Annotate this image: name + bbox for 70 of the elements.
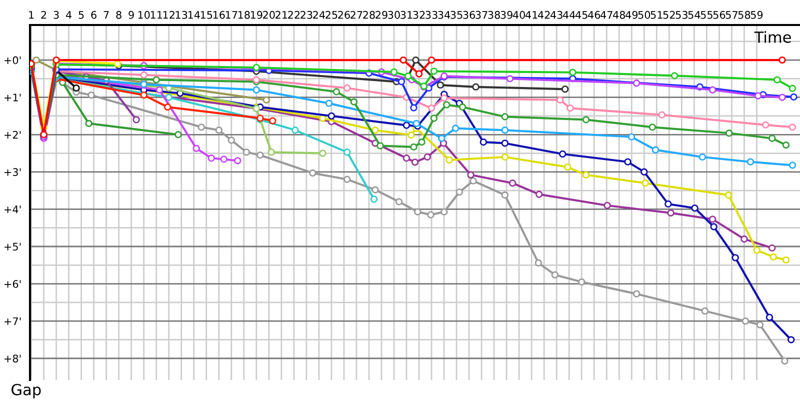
x-tick-label: 3 <box>54 10 59 19</box>
x-tick-label: 45 <box>575 11 588 19</box>
y-tick-label: +4' <box>4 206 21 214</box>
x-tick-label: 52 <box>663 10 675 19</box>
x-tick-label: 38 <box>488 10 500 19</box>
x-tick-label: 55 <box>700 11 712 19</box>
x-tick-label: 19 <box>250 10 262 19</box>
x-tick-label: 24 <box>313 10 325 19</box>
x-tick-label: 23 <box>300 10 312 19</box>
x-tick-label: 34 <box>438 10 450 19</box>
x-tick-label: 7 <box>104 11 109 19</box>
x-tick-label: 1 <box>29 11 34 19</box>
x-tick-label: 30 <box>388 10 400 19</box>
x-axis-title: Time <box>754 31 791 43</box>
x-tick-label: 56 <box>713 10 726 19</box>
x-tick-label: 53 <box>676 10 688 19</box>
x-tick-label: 49 <box>626 10 638 19</box>
x-tick-label: 42 <box>538 10 550 19</box>
x-tick-label: 14 <box>188 11 200 19</box>
x-tick-label: 27 <box>350 10 362 19</box>
y-tick-label: +7' <box>4 317 21 326</box>
x-tick-label: 13 <box>176 10 188 19</box>
x-tick-label: 50 <box>638 10 650 19</box>
x-tick-label: 44 <box>562 11 576 19</box>
x-tick-label: 51 <box>650 11 662 19</box>
y-tick-label: +2' <box>4 130 21 139</box>
y-tick-label: +5' <box>4 242 21 251</box>
y-tick-label: +8' <box>4 354 21 362</box>
x-tick-label: 39 <box>500 10 512 19</box>
x-tick-label: 16 <box>213 10 225 19</box>
x-tick-label: 43 <box>550 10 562 19</box>
x-tick-label: 33 <box>426 10 438 19</box>
y-tick-label: +3' <box>4 168 21 176</box>
x-tick-label: 46 <box>588 10 600 19</box>
x-tick-label: 20 <box>263 10 275 19</box>
x-tick-label: 41 <box>525 11 538 19</box>
x-tick-label: 40 <box>512 10 526 19</box>
y-tick-label: +0' <box>4 56 21 64</box>
x-tick-label: 48 <box>613 10 626 19</box>
x-tick-label: 47 <box>600 11 612 19</box>
x-tick-label: 28 <box>363 10 375 19</box>
x-tick-label: 15 <box>200 11 212 19</box>
x-tick-label: 29 <box>376 10 388 19</box>
x-tick-label: 25 <box>326 10 338 19</box>
x-tick-label: 18 <box>238 10 250 19</box>
x-tick-label: 2 <box>41 10 46 19</box>
x-tick-label: 10 <box>138 10 150 19</box>
x-tick-label: 32 <box>413 10 425 19</box>
x-tick-label: 5 <box>78 11 84 19</box>
x-tick-label: 9 <box>128 10 134 19</box>
x-tick-label: 54 <box>688 11 700 19</box>
x-tick-label: 17 <box>226 11 238 19</box>
x-tick-label: 11 <box>150 11 162 19</box>
x-tick-label: 57 <box>726 11 738 19</box>
x-tick-label: 59 <box>750 10 763 19</box>
y-tick-label: +6' <box>4 280 21 288</box>
x-tick-label: 36 <box>463 10 476 19</box>
x-tick-label: 21 <box>276 10 288 19</box>
y-axis-title: Gap <box>12 384 41 398</box>
x-tick-label: 58 <box>738 10 750 19</box>
x-tick-label: 6 <box>91 10 96 19</box>
x-tick-label: 4 <box>66 11 72 19</box>
x-tick-label: 8 <box>116 10 122 19</box>
x-tick-label: 31 <box>400 10 412 19</box>
x-tick-label: 12 <box>163 10 174 19</box>
x-tick-label: 22 <box>288 10 300 19</box>
x-tick-label: 35 <box>450 10 462 19</box>
x-tick-label: 26 <box>338 10 350 19</box>
y-tick-label: +1' <box>4 94 21 102</box>
x-tick-label: 37 <box>476 10 488 19</box>
